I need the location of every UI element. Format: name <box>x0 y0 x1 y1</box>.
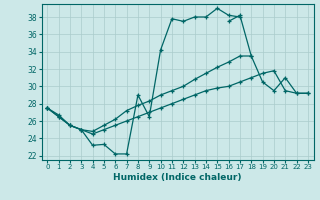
X-axis label: Humidex (Indice chaleur): Humidex (Indice chaleur) <box>113 173 242 182</box>
